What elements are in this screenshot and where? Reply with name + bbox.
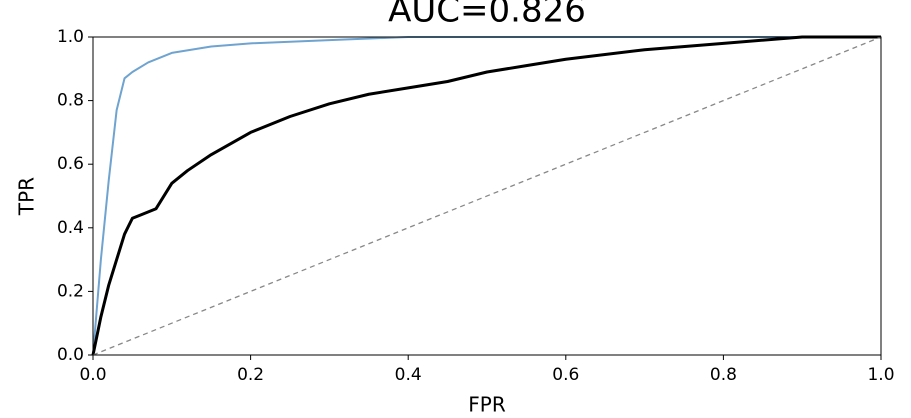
y-axis-label: TPR [15,177,39,216]
y-tick-label: 0.8 [57,91,84,111]
plot-frame [92,36,882,356]
x-tick-label: 0.4 [395,365,422,385]
y-tick-label: 0.2 [57,281,84,301]
x-tick-label: 0.2 [237,365,264,385]
roc-line [91,35,881,356]
x-tick-label: 0.0 [79,365,106,385]
y-tick-label: 0.4 [57,218,84,238]
x-tick-label: 0.8 [710,365,737,385]
x-tick-label: 0.6 [552,365,579,385]
y-tick-label: 0.0 [57,345,84,365]
x-tick-label: 1.0 [867,365,894,385]
roc-line [92,36,882,356]
y-tick-label: 1.0 [57,27,84,47]
chart-title: AUC=0.826 [388,0,586,31]
y-tick-label: 0.6 [57,154,84,174]
x-axis-label: FPR [468,393,506,417]
